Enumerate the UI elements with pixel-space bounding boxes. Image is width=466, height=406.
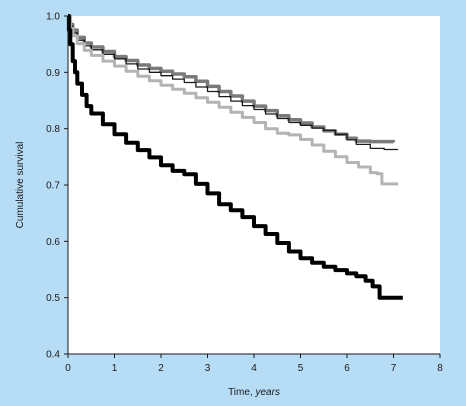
y-axis-title: Cumulative survival: [15, 142, 26, 229]
x-tick-label: 3: [205, 363, 211, 374]
x-axis-title-text: Time,: [228, 387, 253, 398]
ticks-layer: 0 1 2 3 4 5 6 7 8 0.4 0.5 0.6 0.7 0.8 0.9 1.0: [46, 12, 443, 375]
x-axis-title-unit: years: [254, 387, 279, 398]
x-tick-label: 8: [437, 363, 443, 374]
y-tick-label: 0.4: [46, 350, 60, 361]
series-line-2: [68, 15, 399, 151]
x-tick-label: 1: [112, 363, 118, 374]
series-line-3: [68, 14, 399, 186]
y-tick-label: 0.5: [46, 293, 60, 304]
x-tick-label: 4: [251, 363, 257, 374]
x-tick-label: 2: [158, 363, 164, 374]
x-axis-title: Time, years: [228, 387, 280, 398]
x-tick-label: 6: [344, 363, 350, 374]
x-tick-label: 5: [298, 363, 304, 374]
series-layer: [66, 14, 403, 300]
y-tick-label: 0.8: [46, 124, 60, 135]
y-tick-label: 0.9: [46, 68, 60, 79]
y-tick-label: 0.6: [46, 237, 60, 248]
y-tick-label: 1.0: [46, 12, 60, 23]
x-tick-label: 0: [65, 363, 71, 374]
x-tick-label: 7: [391, 363, 397, 374]
series-line-4: [66, 14, 403, 300]
y-tick-label: 0.7: [46, 181, 60, 192]
